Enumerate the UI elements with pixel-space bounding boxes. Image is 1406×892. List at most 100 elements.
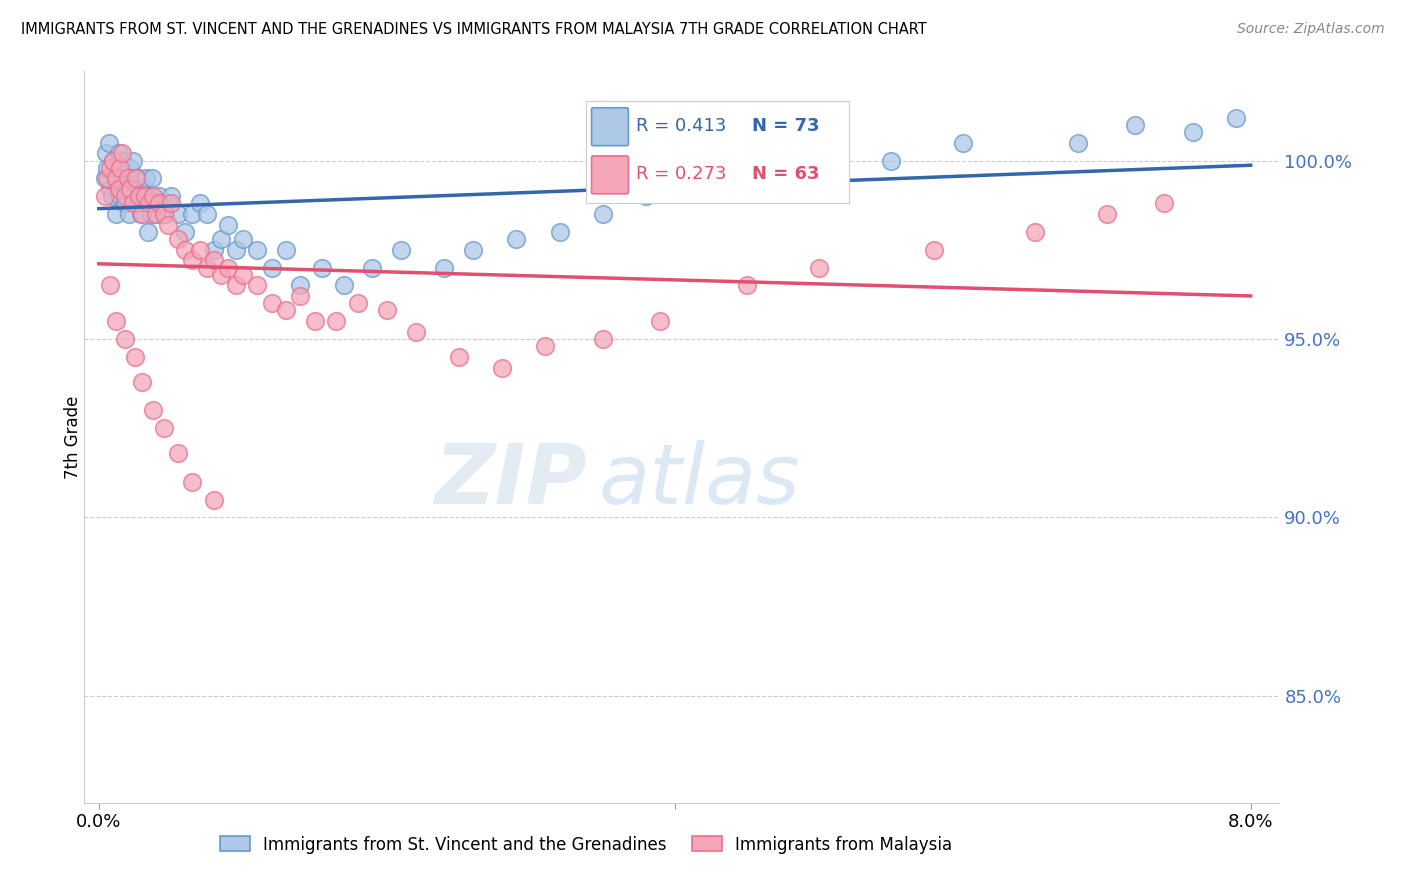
Point xyxy=(246,278,269,293)
Point xyxy=(98,161,121,175)
Point xyxy=(96,161,118,175)
Point xyxy=(1095,207,1118,221)
Point xyxy=(232,268,254,282)
Point xyxy=(97,136,120,150)
Point xyxy=(114,332,136,346)
Point xyxy=(879,153,901,168)
Point xyxy=(735,278,758,293)
Point xyxy=(105,171,128,186)
Point xyxy=(274,243,297,257)
Point xyxy=(141,171,163,186)
Point xyxy=(311,260,333,275)
Point xyxy=(131,207,153,221)
Point xyxy=(952,136,974,150)
Point xyxy=(104,171,127,186)
Point xyxy=(134,189,156,203)
Point xyxy=(142,189,165,203)
Point xyxy=(135,171,157,186)
Point xyxy=(347,296,370,310)
Point xyxy=(132,196,155,211)
Point xyxy=(225,278,247,293)
Point xyxy=(195,260,218,275)
Point xyxy=(1125,118,1147,132)
Y-axis label: 7th Grade: 7th Grade xyxy=(65,395,82,479)
Point xyxy=(153,207,176,221)
Point xyxy=(260,260,283,275)
Point xyxy=(98,182,121,196)
Point xyxy=(124,171,146,186)
Point xyxy=(202,243,225,257)
Point xyxy=(93,171,115,186)
Point xyxy=(108,146,131,161)
Point xyxy=(159,196,181,211)
Point xyxy=(131,375,153,389)
Point xyxy=(389,243,412,257)
Point xyxy=(120,161,142,175)
Point xyxy=(125,196,148,211)
Text: atlas: atlas xyxy=(599,441,800,522)
Point xyxy=(156,196,179,211)
Point xyxy=(128,189,150,203)
Point xyxy=(120,182,142,196)
Point xyxy=(181,475,204,489)
Point xyxy=(505,232,527,246)
Point xyxy=(138,189,160,203)
Point xyxy=(115,182,138,196)
Point xyxy=(148,196,170,211)
Point xyxy=(118,207,141,221)
Point xyxy=(111,146,134,161)
Point xyxy=(117,171,139,186)
Point xyxy=(105,314,128,328)
Point xyxy=(134,182,156,196)
Point xyxy=(110,189,132,203)
Point xyxy=(125,171,148,186)
Point xyxy=(922,243,945,257)
Point xyxy=(188,243,211,257)
Point xyxy=(117,171,139,186)
Point xyxy=(174,225,197,239)
Point xyxy=(592,332,614,346)
Point xyxy=(433,260,456,275)
Point xyxy=(111,171,134,186)
Point xyxy=(114,189,136,203)
Point xyxy=(108,182,131,196)
Point xyxy=(142,196,165,211)
Point xyxy=(1225,111,1247,125)
Point xyxy=(121,189,143,203)
Point xyxy=(290,278,312,293)
Point xyxy=(195,207,218,221)
Point xyxy=(159,189,181,203)
Point xyxy=(209,268,232,282)
Point xyxy=(124,350,146,364)
Text: Source: ZipAtlas.com: Source: ZipAtlas.com xyxy=(1237,22,1385,37)
Point xyxy=(1182,125,1205,139)
Point xyxy=(98,278,121,293)
Point xyxy=(274,303,297,318)
Point xyxy=(152,421,174,435)
Point xyxy=(779,161,801,175)
Point xyxy=(1067,136,1090,150)
Point xyxy=(167,446,190,460)
Point xyxy=(225,243,247,257)
Point xyxy=(94,146,117,161)
Point xyxy=(112,153,135,168)
Point xyxy=(148,189,170,203)
Point xyxy=(217,218,239,232)
Point xyxy=(405,325,427,339)
Point xyxy=(692,171,714,186)
Point xyxy=(100,189,122,203)
Point xyxy=(93,189,115,203)
Point xyxy=(101,153,124,168)
Point xyxy=(105,207,128,221)
Point xyxy=(1153,196,1175,211)
Point xyxy=(217,260,239,275)
Point xyxy=(534,339,557,353)
Point xyxy=(145,207,167,221)
Point xyxy=(96,171,118,186)
Point xyxy=(174,243,197,257)
Point xyxy=(181,253,204,268)
Legend: Immigrants from St. Vincent and the Grenadines, Immigrants from Malaysia: Immigrants from St. Vincent and the Gren… xyxy=(214,829,959,860)
Point xyxy=(136,225,159,239)
Point xyxy=(145,207,167,221)
Point xyxy=(107,161,129,175)
